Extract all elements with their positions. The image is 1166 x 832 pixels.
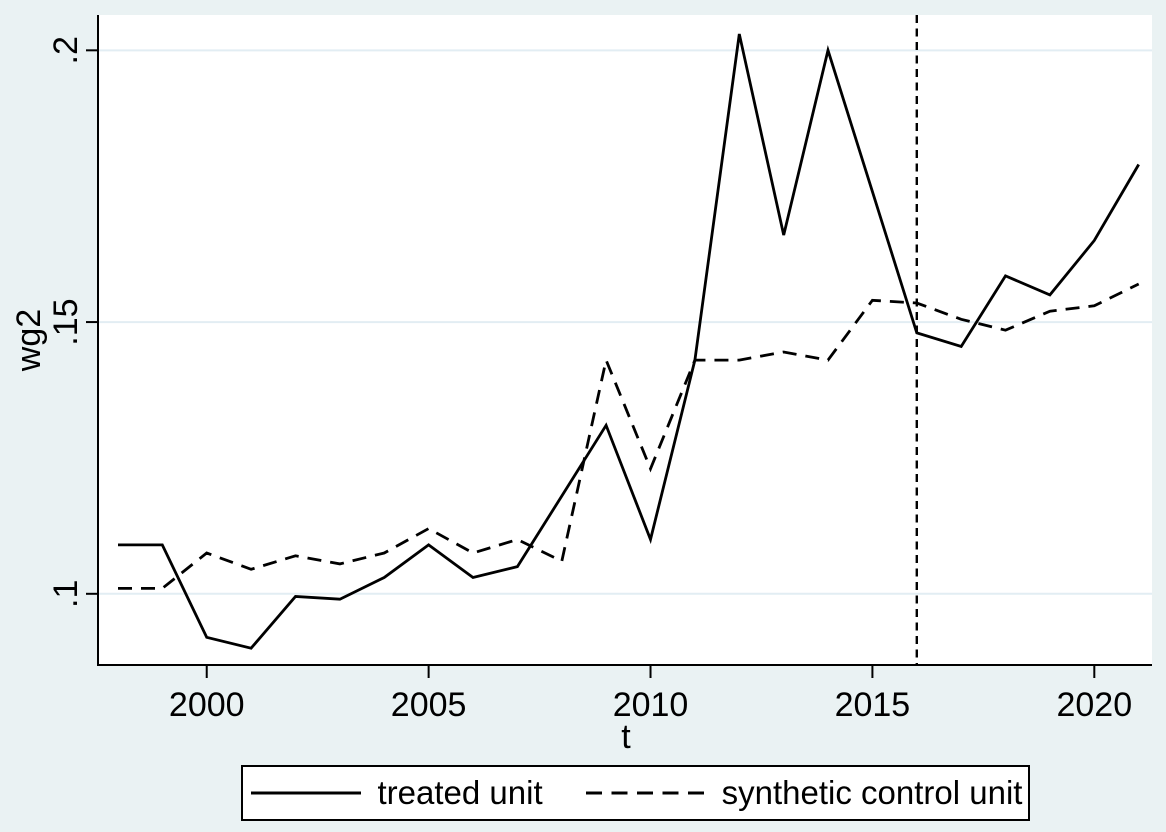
legend-label-treated: treated unit — [377, 774, 543, 811]
legend-label-synthetic: synthetic control unit — [721, 774, 1023, 811]
series-lines — [118, 33, 1140, 650]
y-tick-label: .15 — [47, 298, 85, 345]
solid-line-sample-icon — [250, 791, 361, 795]
plot-area — [98, 15, 1152, 665]
y-axis-title: wg2 — [10, 309, 48, 372]
legend-item-synthetic: synthetic control unit — [585, 774, 1023, 812]
y-tick-label: .1 — [47, 580, 85, 608]
x-tick-label: 2005 — [391, 686, 467, 724]
y-tick-label: .2 — [47, 36, 85, 64]
legend-item-treated: treated unit — [249, 774, 543, 812]
legend-box: treated unit synthetic control unit — [241, 765, 1030, 821]
line-chart-canvas: 2000 2005 2010 2015 2020 .1 .15 .2 t wg2 — [10, 15, 1152, 756]
series-treated-unit — [118, 33, 1140, 650]
x-tick-label: 2000 — [169, 686, 245, 724]
axis-ticks: 2000 2005 2010 2015 2020 .1 .15 .2 — [47, 36, 1132, 724]
x-tick-label: 2010 — [613, 686, 689, 724]
x-axis-title: t — [621, 718, 631, 756]
x-tick-label: 2020 — [1056, 686, 1132, 724]
series-synthetic-control-unit — [118, 282, 1140, 590]
x-tick-label: 2015 — [835, 686, 911, 724]
dashed-line-sample-icon — [585, 791, 706, 795]
